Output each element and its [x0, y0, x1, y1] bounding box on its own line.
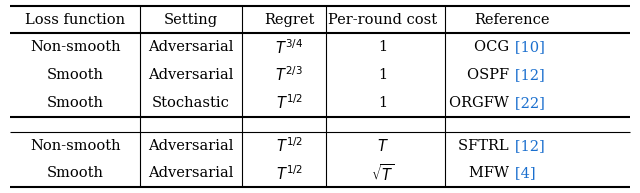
Text: OCG: OCG [474, 40, 512, 54]
Text: Per-round cost: Per-round cost [328, 13, 437, 27]
Text: MFW: MFW [469, 166, 512, 180]
Text: Smooth: Smooth [47, 68, 104, 82]
Text: Non-smooth: Non-smooth [30, 40, 121, 54]
Text: [12]: [12] [512, 139, 545, 153]
Text: $T^{1/2}$: $T^{1/2}$ [276, 164, 303, 183]
Text: OSPF: OSPF [467, 68, 512, 82]
Text: Smooth: Smooth [47, 96, 104, 110]
Text: 1: 1 [378, 40, 387, 54]
Text: $T^{1/2}$: $T^{1/2}$ [276, 93, 303, 112]
Text: Adversarial: Adversarial [148, 166, 234, 180]
Text: $T^{2/3}$: $T^{2/3}$ [275, 66, 303, 84]
Text: Reference: Reference [474, 13, 550, 27]
Text: $T$: $T$ [377, 138, 388, 154]
Text: [22]: [22] [512, 96, 545, 110]
Text: Adversarial: Adversarial [148, 139, 234, 153]
Text: Adversarial: Adversarial [148, 40, 234, 54]
Text: ORGFW: ORGFW [449, 96, 512, 110]
Text: 1: 1 [378, 68, 387, 82]
Text: Regret: Regret [264, 13, 314, 27]
Text: Loss function: Loss function [26, 13, 125, 27]
Text: [12]: [12] [512, 68, 545, 82]
Text: SFTRL: SFTRL [458, 139, 512, 153]
Text: $T^{1/2}$: $T^{1/2}$ [276, 136, 303, 155]
Text: Non-smooth: Non-smooth [30, 139, 121, 153]
Text: Adversarial: Adversarial [148, 68, 234, 82]
Text: [10]: [10] [512, 40, 545, 54]
Text: Smooth: Smooth [47, 166, 104, 180]
Text: Stochastic: Stochastic [152, 96, 230, 110]
Text: [4]: [4] [512, 166, 536, 180]
Text: Setting: Setting [164, 13, 218, 27]
Text: $\sqrt{T}$: $\sqrt{T}$ [371, 163, 394, 184]
Text: 1: 1 [378, 96, 387, 110]
Text: $T^{3/4}$: $T^{3/4}$ [275, 38, 303, 57]
